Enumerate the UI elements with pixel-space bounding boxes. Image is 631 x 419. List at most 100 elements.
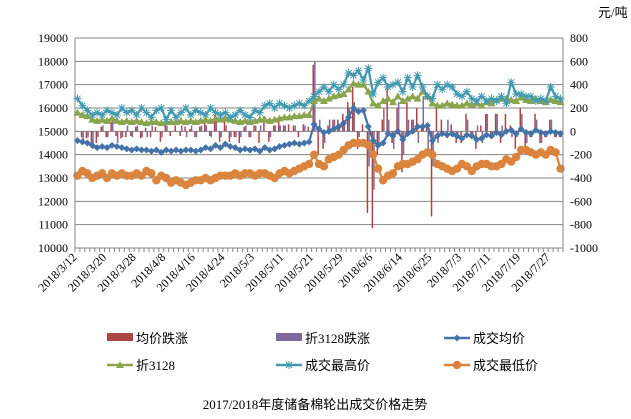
data-point — [127, 106, 136, 115]
bar-avg-change — [504, 113, 507, 132]
data-point — [404, 130, 412, 138]
data-point — [88, 141, 96, 149]
bar-zhe3128-change — [146, 131, 148, 138]
data-point — [398, 87, 407, 96]
data-point — [226, 113, 235, 122]
bar-zhe3128-change — [323, 131, 326, 143]
bar-zhe3128-change — [151, 125, 153, 132]
bar-avg-change — [302, 124, 305, 132]
bar-zhe3128-change — [304, 125, 306, 132]
data-point — [448, 83, 457, 91]
bar-zhe3128-change — [136, 125, 139, 132]
data-point — [83, 139, 91, 147]
data-point — [532, 126, 540, 134]
bar-avg-change — [287, 124, 290, 132]
right-tick-label: -800 — [570, 218, 592, 232]
bar-zhe3128-change — [107, 131, 109, 138]
bar-avg-change — [386, 84, 388, 132]
data-point — [423, 92, 432, 101]
data-point — [88, 111, 97, 119]
bar-avg-change — [223, 116, 226, 132]
data-point — [197, 146, 205, 154]
data-point — [260, 101, 269, 110]
data-point — [487, 99, 496, 107]
data-point — [186, 116, 195, 124]
data-point — [122, 116, 131, 124]
data-point — [305, 111, 314, 118]
data-point — [231, 144, 239, 152]
data-point — [132, 111, 141, 119]
bar-zhe3128-change — [249, 131, 252, 138]
data-point — [290, 139, 298, 147]
bar-avg-change — [174, 125, 176, 132]
bar-zhe3128-change — [402, 131, 405, 155]
bar-zhe3128-change — [526, 131, 528, 143]
bar-zhe3128-change — [427, 131, 429, 155]
gridlines — [75, 37, 563, 249]
data-point — [369, 99, 378, 107]
data-point — [428, 94, 437, 103]
data-point — [128, 146, 136, 154]
data-point — [487, 94, 496, 103]
data-point — [507, 126, 515, 134]
bar-avg-change — [105, 131, 107, 138]
data-point — [112, 111, 121, 119]
data-point — [541, 97, 550, 105]
data-point — [379, 97, 388, 104]
bar-avg-change — [204, 120, 206, 132]
data-point — [315, 87, 323, 96]
bar-zhe3128-change — [190, 125, 193, 132]
bar-avg-change — [549, 119, 551, 132]
data-point — [374, 101, 383, 109]
data-point — [388, 98, 397, 106]
bar-zhe3128-change — [82, 131, 84, 143]
data-point — [526, 92, 535, 101]
bar-avg-change — [396, 108, 398, 132]
data-point — [339, 90, 348, 97]
bar-avg-change — [159, 131, 162, 142]
data-point — [157, 104, 166, 112]
data-point — [473, 136, 481, 143]
data-point — [423, 122, 431, 129]
bar-avg-change — [381, 119, 383, 132]
data-point — [319, 83, 328, 91]
data-point — [359, 106, 367, 114]
data-point — [88, 115, 97, 123]
bar-zhe3128-change — [511, 131, 513, 138]
data-point — [384, 83, 393, 91]
data-point — [477, 101, 486, 109]
bar-avg-change — [179, 131, 181, 136]
data-point — [216, 144, 224, 152]
right-tick-label: -400 — [570, 171, 592, 185]
data-point — [250, 106, 259, 115]
data-point — [304, 159, 314, 169]
bar-zhe3128-change — [279, 125, 282, 132]
bar-avg-change — [277, 119, 280, 132]
data-point — [118, 144, 126, 152]
data-point — [147, 113, 156, 122]
data-point — [191, 106, 200, 115]
data-point — [226, 143, 234, 150]
data-point — [265, 99, 274, 108]
data-point — [374, 78, 383, 87]
data-point — [271, 145, 279, 153]
bar-zhe3128-change — [245, 125, 247, 132]
bar-zhe3128-change — [176, 131, 178, 132]
bar-avg-change — [539, 131, 541, 143]
bar-zhe3128-change — [92, 131, 94, 149]
data-point — [320, 129, 328, 136]
data-point — [492, 97, 501, 105]
legend-marker — [452, 360, 462, 370]
data-point — [344, 85, 353, 93]
bar-avg-change — [110, 122, 112, 132]
data-point — [142, 146, 150, 154]
data-point — [359, 76, 368, 84]
bar-zhe3128-change — [358, 131, 360, 138]
legend-marker — [453, 334, 461, 342]
left-tick-label: 14000 — [38, 148, 68, 162]
bar-zhe3128-change — [77, 131, 79, 132]
legend-marker — [285, 361, 293, 369]
data-point — [556, 94, 565, 103]
data-point — [438, 85, 447, 94]
data-point — [324, 87, 333, 96]
